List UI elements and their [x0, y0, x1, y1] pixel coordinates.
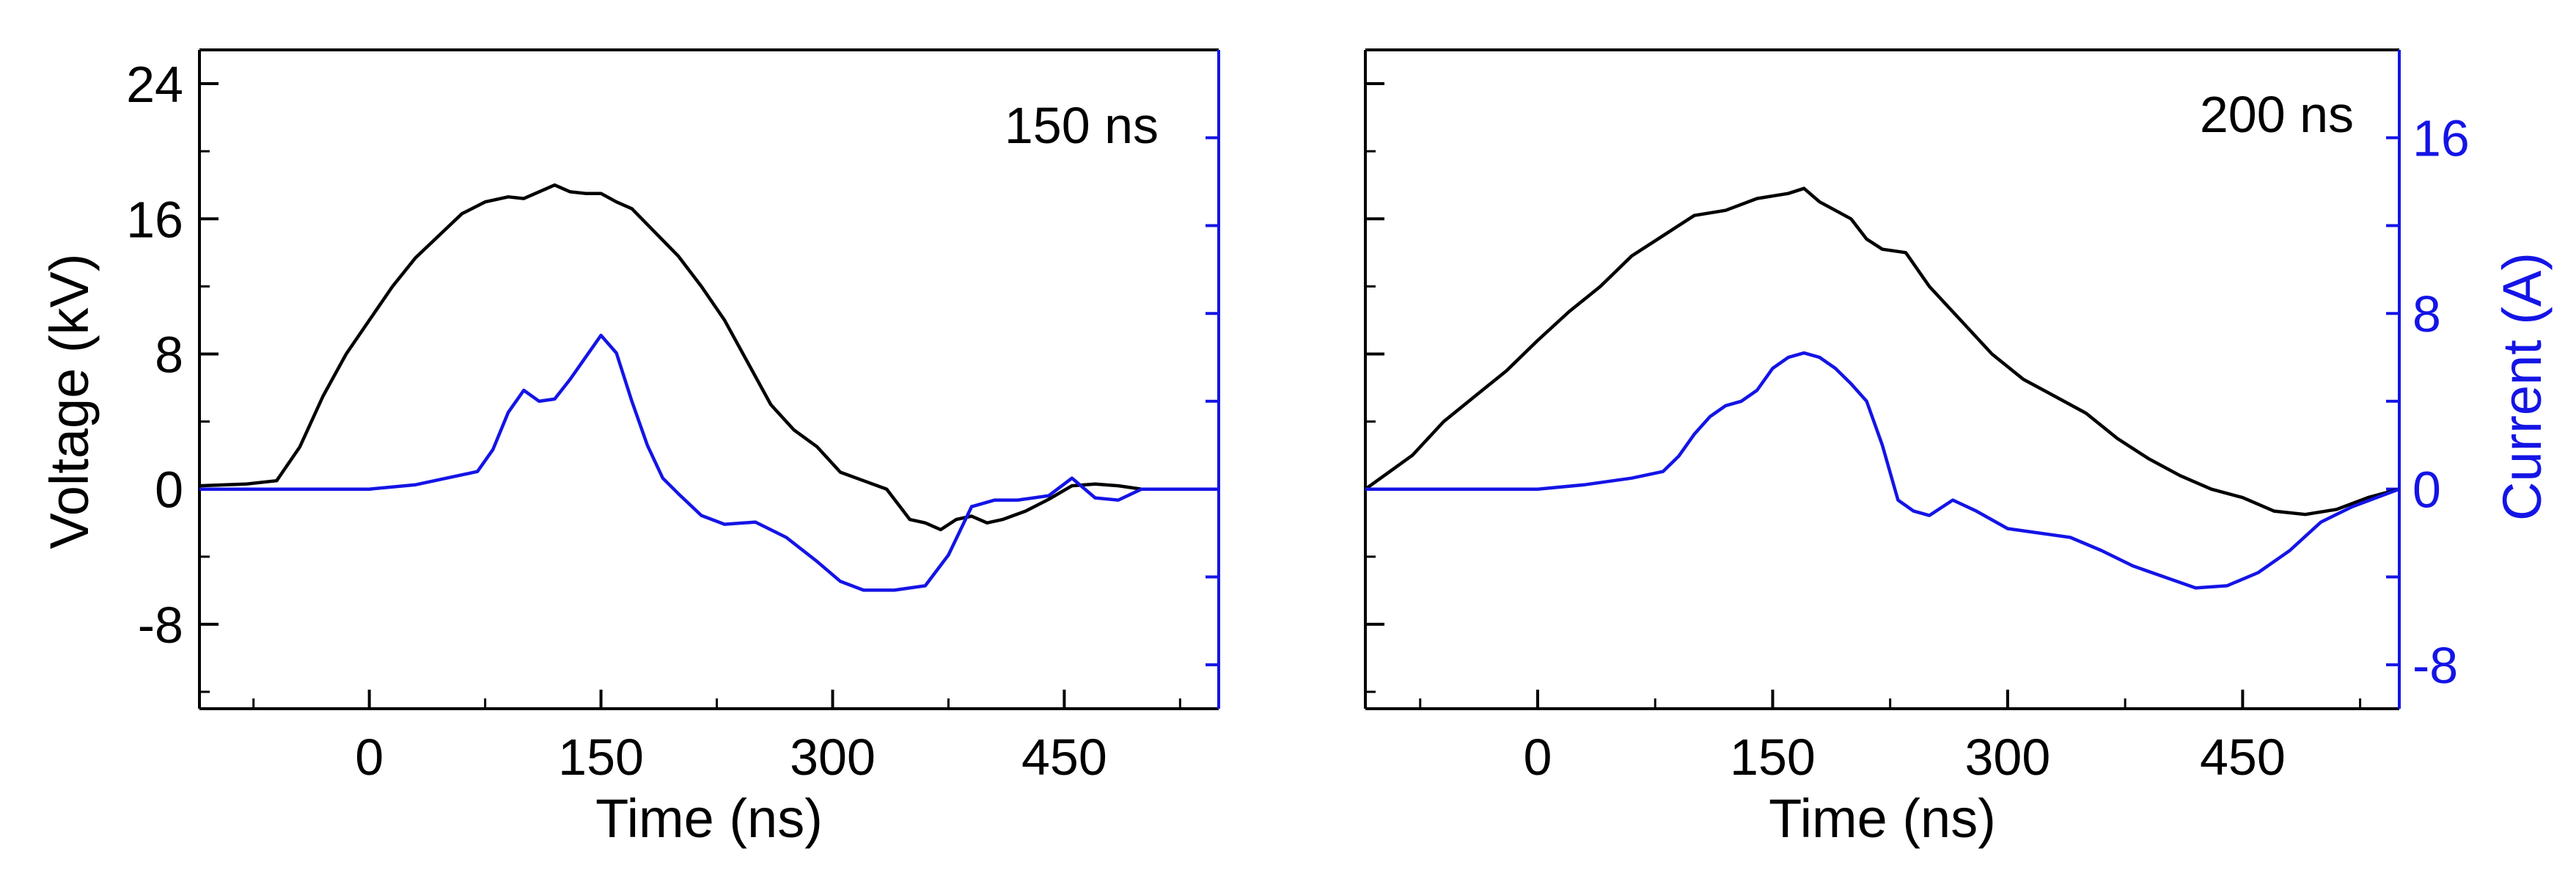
- y-left-tick-label: 16: [126, 191, 183, 248]
- panel-2: 0 150 300 450 -8 0 8 16 Time (ns) Current (A) 200 …: [1364, 48, 2553, 849]
- y-right-tick-label: 8: [2412, 285, 2441, 343]
- y-right-axis-title: Current (A): [2492, 252, 2553, 521]
- x-tick-label: 150: [558, 729, 644, 786]
- panel-1: 0 150 300 450 -8 0 8 16 24 Time (ns) Voltage (kV) 1…: [39, 48, 1220, 849]
- y-left-tick-label: 24: [126, 56, 183, 113]
- current-series-line: [1365, 351, 2400, 590]
- x-tick-label: 150: [1730, 729, 1816, 786]
- panel-label: 200 ns: [2200, 86, 2354, 143]
- panel-label: 150 ns: [1005, 97, 1159, 154]
- x-tick-label: 450: [2200, 729, 2286, 786]
- y-left-tick-label: -8: [138, 596, 183, 654]
- voltage-series-line: [199, 183, 1219, 532]
- y-left-axis-title: Voltage (kV): [39, 253, 100, 549]
- voltage-series-line: [1364, 186, 2400, 517]
- x-tick-label: 300: [790, 729, 876, 786]
- x-axis-title: Time (ns): [595, 788, 823, 849]
- y-left-tick-label: 0: [155, 461, 183, 519]
- x-axis-title: Time (ns): [1769, 788, 1996, 849]
- x-tick-label: 300: [1965, 729, 2051, 786]
- y-right-tick-label: 0: [2412, 461, 2441, 519]
- x-tick-label: 0: [1524, 729, 1552, 786]
- x-tick-label: 0: [355, 729, 384, 786]
- current-series-line: [199, 333, 1219, 592]
- y-right-tick-label: -8: [2412, 637, 2458, 694]
- y-left-tick-label: 8: [155, 326, 183, 383]
- y-right-tick-label: 16: [2412, 110, 2470, 167]
- x-tick-label: 450: [1021, 729, 1107, 786]
